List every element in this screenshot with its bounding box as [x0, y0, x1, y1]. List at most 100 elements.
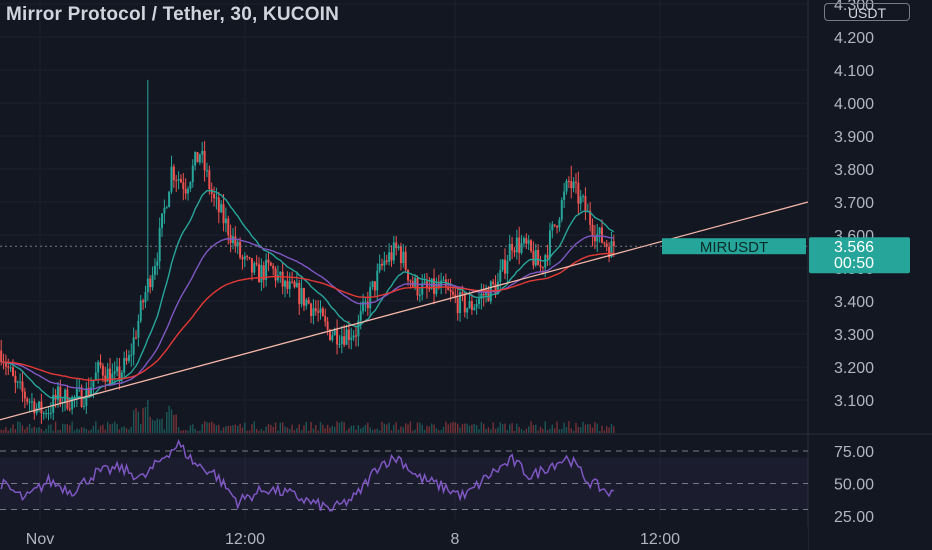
price-axis[interactable]: 4.3004.2004.1004.0003.9003.8003.7003.600… — [834, 0, 874, 410]
volume-bar — [239, 423, 241, 433]
volume-bar — [213, 423, 215, 433]
candle-body — [149, 278, 152, 288]
candle-body — [437, 283, 440, 288]
rsi-line — [0, 438, 614, 512]
candle-body — [451, 291, 454, 295]
volume-bar — [338, 422, 341, 433]
candle-body — [305, 299, 308, 306]
candle-body — [447, 286, 450, 290]
candle-body — [541, 267, 544, 269]
candle-body — [546, 255, 549, 258]
volume-bar — [473, 423, 475, 433]
volume-bar — [137, 411, 140, 433]
volume-bar — [14, 429, 17, 433]
candle-body — [501, 259, 504, 270]
volume-bar — [324, 428, 326, 433]
volume-bar — [537, 430, 539, 433]
candle-body — [108, 368, 111, 385]
volume-bar — [38, 427, 40, 433]
volume-bar — [258, 430, 260, 433]
volume-bar — [511, 422, 513, 433]
candle-body — [612, 241, 615, 247]
volume-bar — [114, 421, 116, 433]
candle-body — [539, 265, 542, 268]
volume-bar — [286, 427, 289, 433]
volume-bar — [315, 424, 317, 433]
volume-bar — [161, 418, 163, 433]
volume-bar — [144, 407, 147, 433]
currency-selector[interactable]: USDT — [824, 3, 910, 21]
volume-bar — [104, 429, 106, 433]
volume-bar — [386, 424, 388, 433]
volume-bar — [147, 400, 149, 433]
volume-bar — [523, 430, 525, 433]
candle-body — [558, 219, 561, 228]
volume-bar — [33, 426, 35, 433]
volume-bar — [203, 421, 206, 433]
candle-body — [118, 366, 121, 380]
candle-body — [518, 237, 521, 253]
candle-body — [511, 243, 514, 251]
volume-bar — [381, 421, 383, 433]
volume-bar — [92, 425, 95, 433]
volume-bar — [21, 425, 24, 433]
volume-bar — [468, 425, 471, 433]
candle-body — [184, 188, 187, 194]
volume-bar — [298, 424, 300, 433]
candle-body — [194, 152, 197, 166]
candle-body — [574, 181, 577, 183]
volume-bar — [199, 430, 201, 433]
volume-bar — [43, 430, 45, 433]
volume-bar — [433, 424, 435, 433]
candle-body — [310, 303, 313, 316]
volume-bar — [272, 426, 274, 433]
candle-body — [324, 316, 327, 322]
volume-bar — [291, 424, 293, 433]
candle-body — [515, 237, 518, 253]
candle-body — [90, 387, 93, 396]
volume-bar — [480, 422, 483, 433]
candle-body — [579, 196, 582, 204]
volume-bar — [47, 424, 50, 433]
candle-body — [260, 265, 263, 283]
price-label-bg — [809, 237, 910, 274]
candle-body — [236, 241, 239, 247]
candle-body — [267, 259, 270, 263]
volume-bar — [2, 429, 5, 433]
volume-bar — [229, 425, 232, 433]
candle-body — [288, 281, 291, 289]
volume-bar — [348, 428, 350, 433]
candle-body — [373, 281, 376, 291]
candle-body — [82, 406, 85, 408]
volume-bar — [196, 430, 199, 433]
volume-bar — [601, 425, 603, 433]
candle-body — [605, 243, 608, 247]
volume-bar — [80, 427, 83, 433]
volume-bar — [260, 428, 263, 433]
candle-body — [191, 165, 194, 183]
volume-bar — [478, 429, 480, 433]
volume-bar — [589, 424, 591, 433]
volume-bar — [471, 424, 473, 433]
volume-bar — [106, 421, 109, 433]
candle-body — [537, 249, 540, 266]
time-axis[interactable]: Nov 12:00 8 12:00 — [0, 527, 808, 550]
volume-bar — [177, 427, 180, 433]
candle-body — [101, 365, 104, 376]
volume-bar — [350, 425, 352, 433]
volume-bar — [414, 429, 416, 433]
candle-body — [224, 218, 227, 224]
candle-body — [220, 204, 223, 213]
volume-bar — [421, 424, 423, 433]
candle-countdown: 00:50 — [834, 255, 874, 272]
volume-bar — [459, 427, 461, 433]
time-tick-label: 12:00 — [640, 531, 680, 548]
volume-bar — [312, 428, 315, 433]
volume-bar — [156, 418, 158, 433]
candle-body — [314, 308, 317, 312]
volume-bar — [182, 430, 185, 433]
candle-body — [246, 256, 249, 258]
volume-bar — [610, 423, 613, 433]
candle-body — [262, 265, 265, 280]
